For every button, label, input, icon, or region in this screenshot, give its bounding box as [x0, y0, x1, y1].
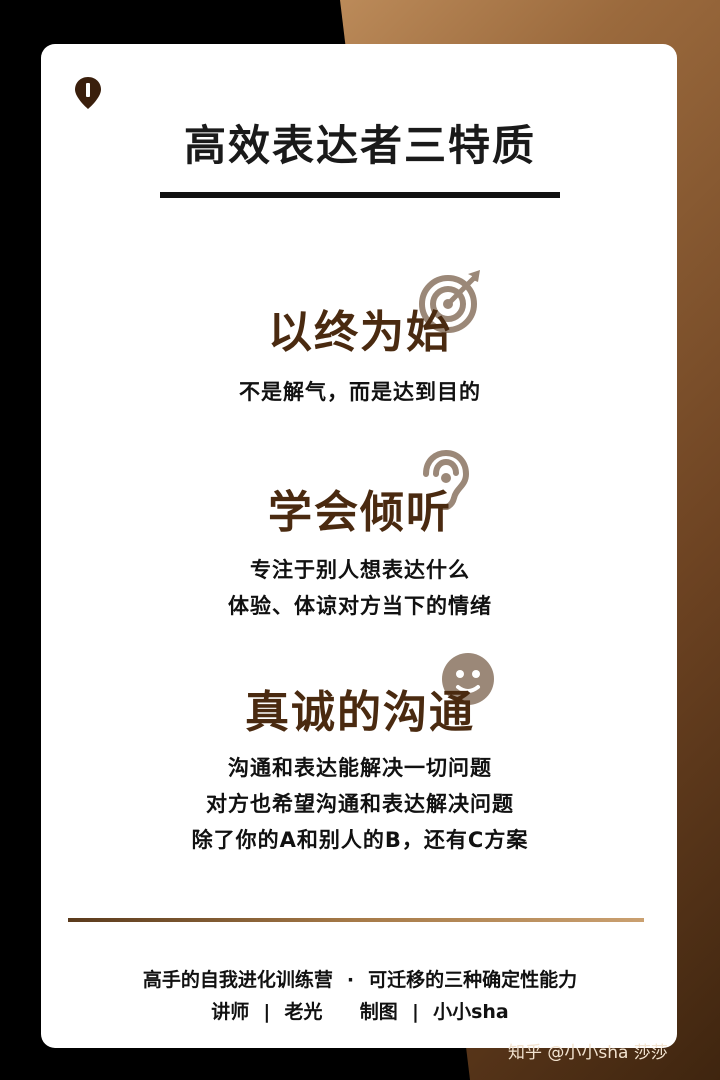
- section-listen: 学会倾听 专注于别人想表达什么 体验、体谅对方当下的情绪: [0, 450, 720, 624]
- section-heading: 以终为始: [268, 270, 480, 360]
- designer-label: 制图: [359, 1001, 398, 1023]
- section-heading: 真诚的沟通: [245, 653, 494, 740]
- course-name: 可迁移的三种确定性能力: [368, 969, 578, 991]
- section-text-line: 除了你的A和别人的B，还有C方案: [191, 828, 529, 852]
- section-text-line: 沟通和表达能解决一切问题: [228, 756, 492, 780]
- lecturer-label: 讲师: [211, 1001, 250, 1023]
- title-underline: [160, 192, 560, 198]
- section-sincere-communication: 真诚的沟通 沟通和表达能解决一切问题 对方也希望沟通和表达解决问题 除了你的A和…: [0, 653, 720, 858]
- section-heading: 学会倾听: [268, 450, 470, 540]
- separator: |: [263, 1001, 271, 1023]
- lecturer-name: 老光: [284, 1001, 323, 1023]
- footer: 高手的自我进化训练营 · 可迁移的三种确定性能力 讲师 | 老光 制图 | 小小…: [0, 964, 720, 1028]
- page-title: 高效表达者三特质: [183, 121, 536, 170]
- footer-program-line: 高手的自我进化训练营 · 可迁移的三种确定性能力: [0, 964, 720, 996]
- dot-separator: ·: [346, 969, 355, 991]
- designer-name: 小小sha: [433, 1001, 509, 1023]
- section-text-line: 不是解气，而是达到目的: [239, 380, 481, 404]
- target-icon: [419, 270, 480, 333]
- footer-credits-line: 讲师 | 老光 制图 | 小小sha: [0, 996, 720, 1028]
- section-text-line: 对方也希望沟通和表达解决问题: [206, 792, 514, 816]
- ear-icon: [423, 450, 470, 510]
- smiley-icon: [442, 653, 494, 705]
- location-pin-icon: [75, 77, 101, 109]
- footer-divider: [68, 918, 644, 922]
- section-text-line: 体验、体谅对方当下的情绪: [228, 594, 492, 618]
- content-card: [41, 44, 677, 1048]
- separator: |: [411, 1001, 419, 1023]
- section-begin-with-end: 以终为始 不是解气，而是达到目的: [0, 270, 720, 410]
- program-name: 高手的自我进化训练营: [142, 969, 333, 991]
- section-text-line: 专注于别人想表达什么: [250, 558, 470, 582]
- zhihu-watermark: 知乎 @小小sha 莎莎: [508, 1043, 668, 1063]
